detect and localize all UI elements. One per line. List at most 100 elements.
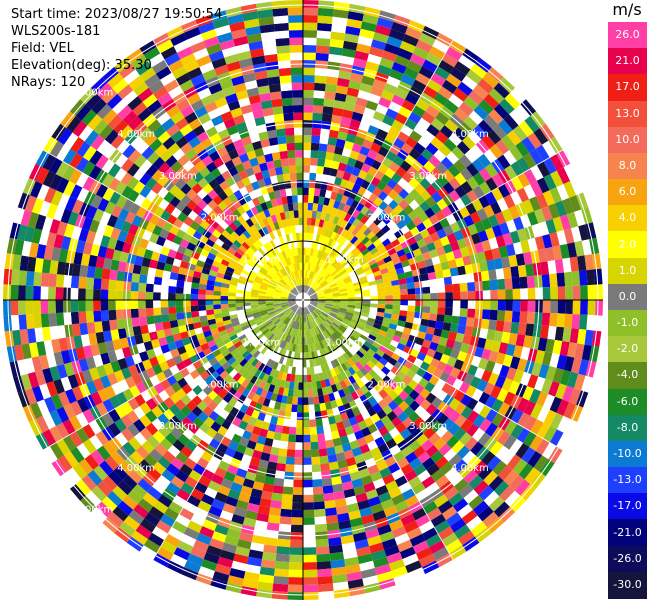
range-gate <box>238 318 247 325</box>
range-gate <box>486 329 496 341</box>
range-gate <box>394 330 403 338</box>
range-gate <box>286 257 292 265</box>
range-gate <box>382 184 393 196</box>
range-gate <box>216 251 226 260</box>
range-gate <box>243 287 252 292</box>
range-gate <box>289 45 303 53</box>
range-gate <box>115 280 124 291</box>
range-gate <box>321 235 328 244</box>
range-gate <box>362 306 371 311</box>
range-gate <box>180 533 197 547</box>
range-gate <box>452 307 461 317</box>
range-gate <box>393 395 404 406</box>
range-gate <box>160 246 170 256</box>
range-gate <box>345 456 357 467</box>
range-gate <box>447 259 458 269</box>
range-gate <box>492 224 503 238</box>
range-gate <box>505 243 516 257</box>
range-gate <box>513 216 525 231</box>
range-gate <box>300 255 303 263</box>
range-gate <box>460 291 468 300</box>
range-gate <box>460 393 472 407</box>
range-gate <box>316 290 324 295</box>
range-gate <box>471 198 484 212</box>
range-gate <box>326 317 334 324</box>
range-gate <box>163 351 173 361</box>
range-gate <box>293 305 299 313</box>
range-gate <box>444 284 453 293</box>
range-gate <box>469 253 480 265</box>
range-gate <box>243 290 252 295</box>
range-gate <box>355 221 365 231</box>
range-gate <box>135 226 146 239</box>
range-gate <box>459 246 470 258</box>
range-gate <box>183 281 192 289</box>
range-gate <box>168 300 176 308</box>
range-gate <box>138 300 146 309</box>
range-gate <box>281 277 288 285</box>
range-gate <box>264 330 272 338</box>
range-gate <box>114 167 127 182</box>
range-gate <box>194 106 208 119</box>
range-gate <box>384 167 396 179</box>
range-gate <box>343 488 356 499</box>
range-gate <box>332 574 348 584</box>
range-gate <box>417 469 431 483</box>
range-gate <box>177 318 186 327</box>
range-gate <box>280 508 292 518</box>
range-gate <box>473 271 482 282</box>
range-gate <box>251 409 260 419</box>
range-gate <box>123 300 131 310</box>
range-gate <box>293 321 298 329</box>
range-gate <box>185 148 198 161</box>
range-gate <box>192 360 203 370</box>
range-gate <box>515 141 530 157</box>
range-gate <box>330 559 346 569</box>
range-gate <box>253 281 261 287</box>
colorbar-tick-label: 4.0 <box>618 211 637 225</box>
range-gate <box>331 309 339 314</box>
range-gate <box>355 492 368 503</box>
range-gate <box>234 227 243 237</box>
range-gate <box>288 426 297 435</box>
range-gate <box>291 336 296 344</box>
range-gate <box>108 300 116 311</box>
range-gate <box>121 367 132 380</box>
range-gate <box>168 285 177 294</box>
range-gate <box>222 196 233 207</box>
range-gate <box>75 157 90 173</box>
range-gate <box>214 467 227 479</box>
range-gate <box>523 415 537 432</box>
range-gate <box>463 469 478 484</box>
range-gate <box>278 67 292 77</box>
range-gate <box>470 63 488 79</box>
range-gate <box>549 396 563 413</box>
range-gate <box>220 303 229 309</box>
range-gate <box>280 433 289 442</box>
range-gate <box>82 145 97 162</box>
range-gate <box>296 306 300 314</box>
range-gate <box>310 256 315 264</box>
range-gate <box>91 485 107 502</box>
range-gate <box>348 586 366 597</box>
range-gate <box>354 290 363 295</box>
range-gate <box>489 144 504 159</box>
range-gate <box>348 400 358 410</box>
range-gate <box>356 324 365 331</box>
range-gate <box>203 172 215 184</box>
range-gate <box>447 422 461 436</box>
range-gate <box>128 469 143 484</box>
range-gate <box>287 350 293 359</box>
range-gate <box>321 174 330 183</box>
range-gate <box>272 317 280 324</box>
range-gate <box>141 332 151 343</box>
range-gate <box>314 411 322 420</box>
range-gate <box>377 146 390 158</box>
range-gate <box>90 449 105 466</box>
range-gate <box>93 465 108 481</box>
range-gate <box>344 316 352 322</box>
range-gate <box>206 427 218 439</box>
range-gate <box>413 383 425 395</box>
range-gate <box>96 501 113 518</box>
range-gate <box>272 361 279 370</box>
